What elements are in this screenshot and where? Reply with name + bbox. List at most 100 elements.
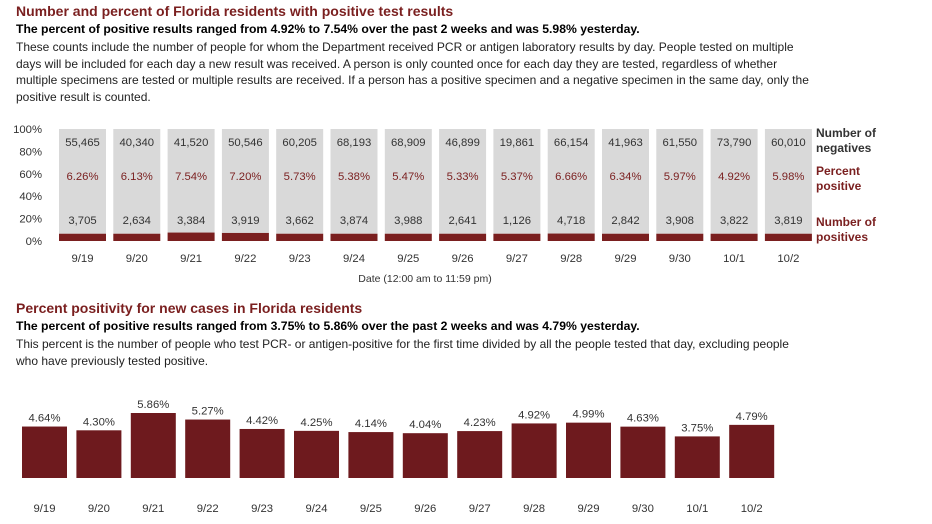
chart1-percent-label: 5.33% [447,171,479,183]
chart1-positives-label: 3,819 [774,215,802,227]
chart1-negatives-label: 66,154 [554,137,589,149]
chart2-value-label: 4.25% [300,417,332,429]
chart2-bar [76,430,122,478]
chart1-positives-label: 4,718 [557,215,585,227]
chart1-bar-negatives [764,129,812,234]
chart1-percent-label: 5.38% [338,171,370,183]
chart1-bar-negatives [493,129,541,234]
chart1-bar-negatives [439,129,487,234]
chart1-stacked-bar-chart: 0% 20% 40% 60% 80% 100% 55,465 6.26% 3,705 9/19 40… [13,124,877,285]
chart2-bar [511,423,557,478]
chart1-title: Number and percent of Florida residents … [16,3,454,19]
chart1-negatives-label: 60,010 [771,137,806,149]
chart1-positives-label: 3,988 [394,215,422,227]
chart1-bar-negatives [547,129,595,234]
chart2-x-tick: 9/24 [306,503,328,515]
chart1-bar-positives [276,233,324,241]
chart1-x-tick: 9/25 [397,253,419,265]
chart1-negatives-label: 55,465 [65,137,100,149]
chart1-x-tick: 9/24 [343,253,365,265]
chart1-bar-positives [384,233,432,241]
chart1-percent-label: 6.34% [609,171,641,183]
chart2-bar [22,426,67,478]
chart2-title: Percent positivity for new cases in Flor… [16,300,363,316]
chart1-percent-label: 6.26% [66,171,98,183]
chart1-negatives-label: 41,520 [174,137,209,149]
chart1-bar-negatives [602,129,649,234]
chart1-bar-negatives [656,129,704,234]
chart1-percent-label: 7.54% [175,171,207,183]
chart2-bar [729,424,775,478]
chart1-percent-label: 4.92% [718,171,750,183]
chart2-value-label: 4.14% [355,418,387,430]
chart2-bar [620,426,666,478]
chart2-x-tick: 10/1 [686,503,708,515]
chart2-value-label: 5.27% [192,406,224,418]
chart1-bar-positives [656,233,704,241]
chart1-y-tick: 60% [19,169,42,181]
legend-positives-line2: positives [816,230,868,244]
chart1-percent-label: 6.66% [555,171,587,183]
chart2-value-label: 4.79% [736,411,768,423]
chart2-x-tick: 9/22 [197,503,219,515]
chart2-description: This percent is the number of people who… [16,337,789,368]
chart1-positives-label: 3,384 [177,215,205,227]
chart1-percent-label: 5.47% [392,171,424,183]
chart2-bar [294,430,339,478]
chart2-bar [674,436,720,478]
chart1-negatives-label: 68,193 [337,137,372,149]
chart1-subtitle: The percent of positive results ranged f… [16,22,640,36]
chart1-positives-label: 1,126 [503,215,531,227]
chart2-x-tick: 9/28 [523,503,545,515]
chart2-subtitle: The percent of positive results ranged f… [16,319,640,333]
chart1-x-tick: 9/19 [72,253,94,265]
chart1-percent-label: 5.73% [284,171,316,183]
legend-negatives-line1: Number of [816,126,877,140]
chart1-negatives-label: 50,546 [228,137,263,149]
chart2-bar [566,422,611,478]
chart1-description: These counts include the number of peopl… [16,40,809,104]
chart1-percent-label: 5.97% [664,171,696,183]
chart1-y-tick: 100% [13,124,42,136]
chart2-bar [185,419,231,478]
chart1-percent-label: 5.98% [772,171,804,183]
chart2-x-tick: 9/25 [360,503,382,515]
chart2-bar [130,413,176,478]
chart1-bar-positives [167,232,215,241]
chart2-value-label: 4.23% [464,417,496,429]
chart1-y-tick: 0% [26,236,42,248]
chart1-percent-label: 5.37% [501,171,533,183]
chart1-negatives-label: 19,861 [500,137,535,149]
chart2-value-label: 4.63% [627,413,659,425]
chart1-positives-label: 2,641 [448,215,476,227]
chart1-x-tick: 9/23 [289,253,311,265]
chart2-bar [402,433,448,478]
chart1-x-tick: 9/30 [669,253,691,265]
chart2-value-label: 4.92% [518,409,550,421]
chart1-x-tick: 10/1 [723,253,745,265]
chart2-value-label: 4.30% [83,416,115,428]
chart1-x-tick: 9/29 [615,253,637,265]
chart1-positives-label: 3,919 [231,215,259,227]
chart2-value-label: 4.64% [28,413,60,425]
legend-positives-line1: Number of [816,215,877,229]
chart1-bar-positives [221,232,269,241]
chart1-bar-positives [602,233,649,241]
chart2-x-tick: 9/23 [251,503,273,515]
chart2-value-label: 4.42% [246,415,278,427]
chart1-bar-negatives [710,129,758,234]
chart2-value-label: 4.99% [572,409,604,421]
chart2-value-label: 3.75% [681,422,713,434]
legend-percent-line2: positive [816,179,862,193]
chart1-bar-positives [710,233,758,241]
chart1-y-tick: 20% [19,214,42,226]
chart1-bar-positives [113,233,161,241]
chart1-negatives-label: 61,550 [663,137,698,149]
chart1-x-axis-title: Date (12:00 am to 11:59 pm) [358,273,491,285]
chart2-x-tick: 9/21 [142,503,164,515]
chart1-negatives-label: 73,790 [717,137,752,149]
chart1-positives-label: 3,908 [666,215,694,227]
chart1-x-tick: 10/2 [777,253,799,265]
chart2-bar [457,431,503,478]
chart1-positives-label: 3,822 [720,215,748,227]
